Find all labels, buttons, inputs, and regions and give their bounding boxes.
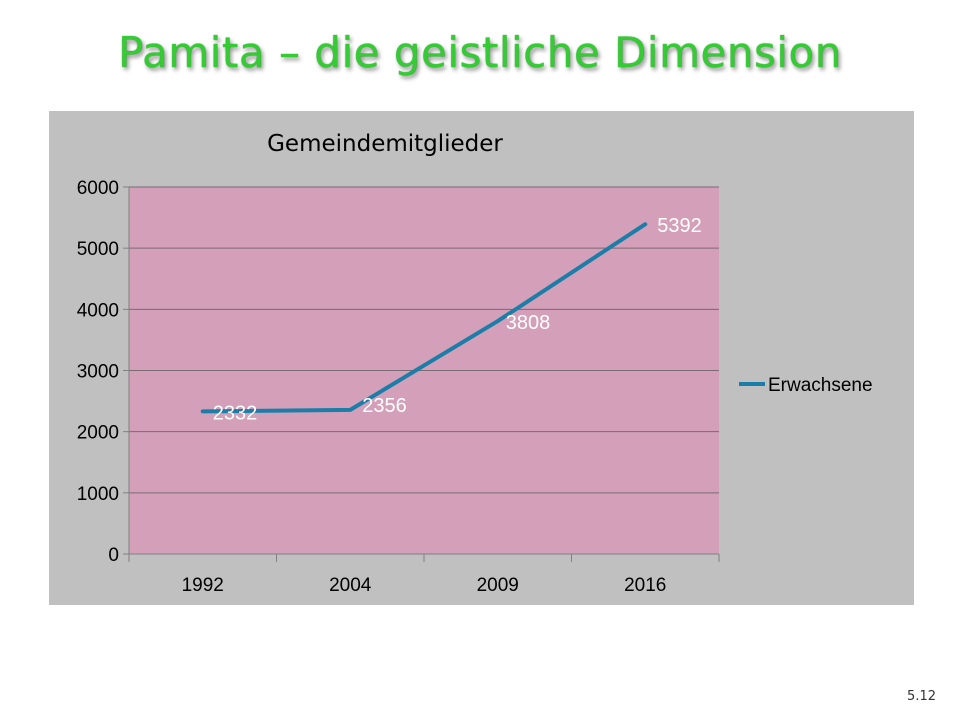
page-number: 5.12 (907, 689, 936, 704)
data-label: 2356 (362, 395, 407, 417)
y-tick-label: 3000 (77, 362, 119, 383)
y-tick-label: 2000 (77, 423, 119, 444)
chart-area: Gemeindemitglieder 0 1000 2000 3000 4000 5000… (49, 111, 914, 605)
axes: 0 1000 2000 3000 4000 5000 6000 1992 2004 2009 201… (77, 178, 720, 596)
y-tick-label: 1000 (77, 484, 119, 505)
x-tick-label: 2009 (477, 575, 519, 596)
gridlines (129, 186, 719, 494)
series-line (200, 222, 648, 414)
series-erwachsene (200, 222, 648, 414)
x-tick-label: 2016 (624, 575, 666, 596)
chart-title: Gemeindemitglieder (267, 131, 503, 157)
legend-label: Erwachsene (768, 375, 873, 396)
data-label: 5392 (657, 215, 702, 237)
y-tick-label: 5000 (77, 239, 119, 260)
data-labels: 2332 2356 3808 5392 (213, 215, 702, 424)
x-tick-label: 1992 (182, 575, 224, 596)
data-label: 3808 (506, 312, 551, 334)
x-tick-label: 2004 (329, 575, 372, 596)
slide-title: Pamita – die geistliche Dimension (118, 28, 842, 77)
y-tick-label: 6000 (77, 178, 119, 199)
line-chart: Gemeindemitglieder 0 1000 2000 3000 4000 5000… (77, 131, 873, 596)
data-label: 2332 (213, 402, 258, 424)
legend: Erwachsene (739, 375, 873, 396)
y-tick-label: 0 (108, 545, 119, 566)
y-tick-label: 4000 (77, 300, 119, 321)
